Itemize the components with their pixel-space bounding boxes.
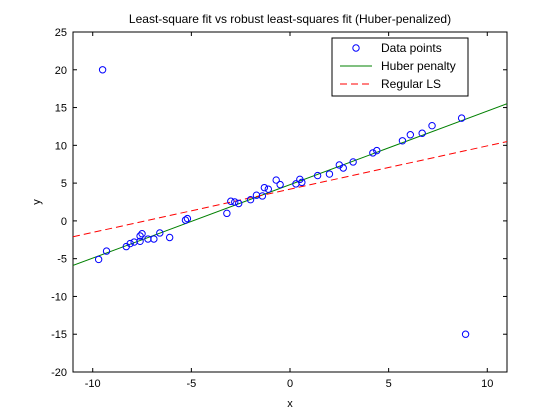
data-point	[98, 66, 107, 74]
data-point	[276, 180, 284, 189]
data-point	[260, 183, 269, 192]
data-point	[183, 214, 192, 223]
chart-title: Least-square fit vs robust least-squares…	[129, 12, 451, 26]
data-point	[428, 121, 436, 130]
x-tick-label: -5	[186, 378, 196, 390]
data-point	[298, 178, 306, 187]
data-point	[136, 232, 144, 240]
x-tick-label: 10	[481, 378, 493, 390]
tick-labels: -10 -5 0 5 10 -20 -15 -10 -5 0 5 10 15 20 25	[51, 27, 493, 390]
data-point	[258, 192, 267, 200]
data-point	[102, 247, 111, 255]
data-point	[457, 114, 466, 122]
data-point	[246, 196, 255, 204]
y-tick-label: 15	[55, 103, 67, 115]
data-point	[156, 229, 164, 237]
y-tick-label: 20	[55, 65, 67, 77]
huber-fit-line	[73, 103, 507, 266]
data-point	[272, 176, 280, 184]
legend: Data points Huber penalty Regular LS	[331, 37, 469, 97]
y-tick-label: 25	[55, 27, 67, 39]
data-point	[369, 149, 377, 157]
data-point	[325, 170, 334, 178]
x-axis-label: x	[287, 398, 293, 410]
x-tick-label: -10	[85, 378, 101, 390]
series-layer	[73, 66, 507, 338]
legend-label: Regular LS	[381, 77, 441, 91]
data-point	[126, 239, 134, 248]
legend-box	[331, 37, 469, 97]
legend-label: Huber penalty	[381, 59, 456, 73]
data-point	[235, 199, 243, 208]
y-tick-label: 5	[61, 178, 67, 190]
data-point	[339, 164, 347, 172]
x-tick-label: 5	[386, 378, 392, 390]
data-point	[313, 171, 322, 180]
data-point	[349, 158, 357, 166]
data-point	[461, 330, 470, 338]
data-point	[406, 131, 415, 139]
y-tick-label: 0	[61, 216, 67, 228]
legend-items: Data points Huber penalty Regular LS	[340, 41, 456, 91]
data-point	[227, 197, 235, 205]
y-tick-label: -15	[51, 329, 67, 341]
data-point	[94, 255, 103, 264]
legend-label: Data points	[381, 41, 442, 55]
data-point	[136, 237, 144, 245]
ls-fit-line	[73, 141, 507, 238]
y-tick-label: -10	[51, 291, 67, 303]
data-point	[165, 233, 174, 242]
x-tick-label: 0	[287, 378, 293, 390]
data-point	[418, 129, 426, 137]
data-point	[398, 137, 407, 145]
legend-marker	[352, 44, 360, 52]
data-point	[150, 235, 158, 243]
data-point	[264, 185, 272, 193]
y-tick-label: -20	[51, 367, 67, 379]
data-point	[181, 216, 190, 224]
data-point	[373, 146, 381, 155]
data-point	[231, 198, 239, 206]
y-tick-label: 10	[55, 140, 67, 152]
y-tick-label: -5	[57, 254, 67, 266]
axis-ticks	[73, 31, 507, 373]
data-point	[138, 230, 146, 238]
data-point	[223, 209, 231, 218]
y-axis-label: y	[31, 199, 43, 205]
